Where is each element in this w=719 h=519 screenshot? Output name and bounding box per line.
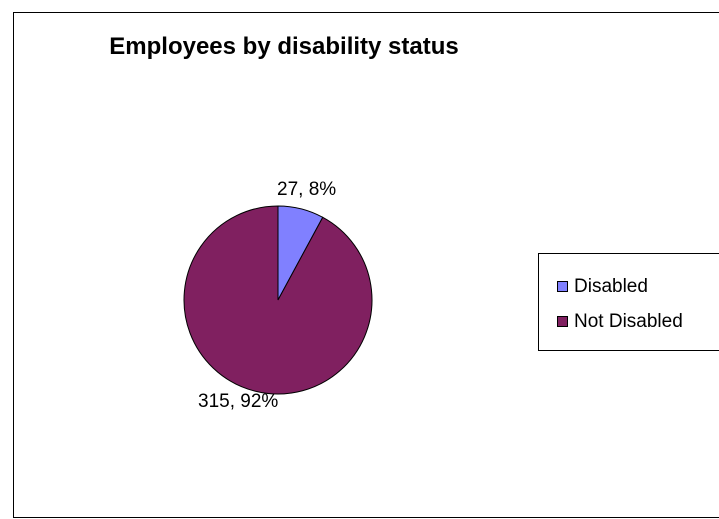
legend-label-disabled: Disabled xyxy=(574,276,648,297)
legend-label-not-disabled: Not Disabled xyxy=(574,311,683,332)
data-label-disabled: 27, 8% xyxy=(277,179,336,200)
data-label-not-disabled: 315, 92% xyxy=(198,391,278,412)
legend-swatch-not-disabled xyxy=(557,316,568,327)
legend: Disabled Not Disabled xyxy=(538,253,719,351)
pie-chart: 27, 8% 315, 92% xyxy=(183,179,373,412)
chart-area: Employees by disability status 27, 8% 315… xyxy=(13,12,719,518)
chart-title: Employees by disability status xyxy=(109,33,459,60)
pie-slice-not-disabled xyxy=(183,205,373,395)
legend-swatch-disabled xyxy=(557,281,568,292)
